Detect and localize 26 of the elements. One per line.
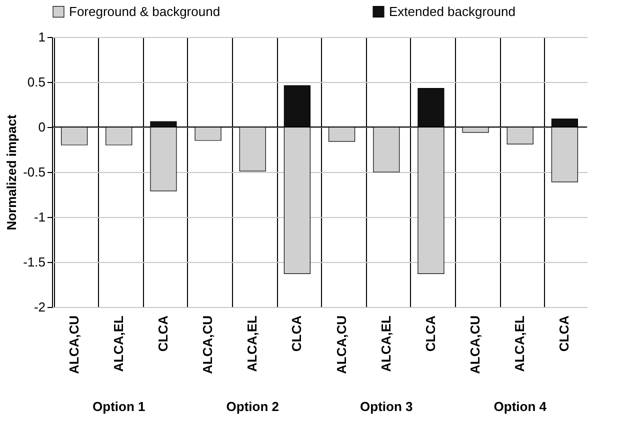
x-tick-label: ALCA,EL: [378, 315, 394, 372]
text: Option 1: [92, 399, 146, 414]
y-axis-title: Normalized impact: [4, 114, 20, 230]
y-tick-label: -1.5: [23, 254, 46, 270]
x-tick-label: ALCA,CU: [468, 316, 483, 374]
y-tick-label: 1: [38, 30, 46, 44]
x-tick-label: CLCA: [155, 314, 170, 352]
y-tick-label: -1: [34, 210, 46, 224]
legend-label: Foreground & background: [69, 4, 220, 19]
x-tick-label: ALCA,CU: [200, 316, 216, 374]
x-tick-label: ALCA,CU: [66, 316, 82, 374]
x-tick-label: CLCA: [556, 314, 572, 352]
text: Option 3: [360, 399, 413, 414]
legend-label: Extended background: [389, 4, 516, 19]
y-tick-label: -0.5: [23, 164, 46, 180]
x-tick-label: CLCA: [289, 314, 304, 352]
x-tick-label: ALCA,EL: [244, 315, 260, 372]
x-tick-label: ALCA,CU: [334, 316, 349, 374]
y-tick-label: 0.5: [27, 74, 46, 90]
text: Option 4: [494, 399, 548, 414]
y-tick-label: 0: [38, 120, 46, 134]
x-tick-label: ALCA,EL: [110, 315, 126, 372]
y-tick-label: -2: [34, 300, 46, 314]
text: Option 2: [226, 399, 279, 414]
x-tick-label: ALCA,EL: [512, 315, 528, 372]
x-tick-label: CLCA: [422, 314, 438, 352]
